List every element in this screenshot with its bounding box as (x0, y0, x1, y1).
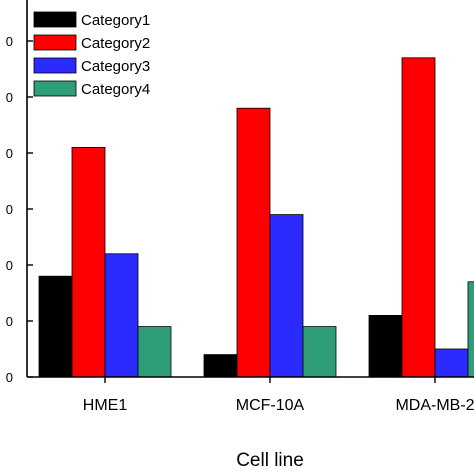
y-tick-label: 0 (6, 146, 13, 161)
bar-category2-mda-mb-2 (401, 57, 436, 378)
bar-category3-mcf-10a (269, 214, 304, 378)
legend-label-category4: Category4 (81, 81, 150, 98)
legend-swatch-category1 (33, 11, 77, 28)
bar-category4-mcf-10a (302, 326, 337, 378)
bar-category4-hme1 (137, 326, 172, 378)
bar-category1-mda-mb-2 (368, 314, 403, 378)
y-tick-label: 0 (6, 90, 13, 105)
legend-label-category2: Category2 (81, 35, 150, 52)
legend-swatch-category4 (33, 80, 77, 97)
bar-category2-mcf-10a (236, 107, 271, 378)
legend-label-category1: Category1 (81, 12, 150, 29)
legend-label-category3: Category3 (81, 58, 150, 75)
x-axis-title: Cell line (236, 450, 304, 471)
y-ticks-group: 0 0 0 0 0 0 0 (6, 34, 33, 385)
legend: Category1 Category2 Category3 Category4 (33, 11, 150, 98)
bar-category1-mcf-10a (203, 354, 238, 378)
bar-category3-hme1 (104, 253, 139, 378)
x-tick-label: MDA-MB-2 (395, 397, 474, 414)
bar-category3-mda-mb-2 (434, 348, 469, 378)
y-tick-label: 0 (6, 258, 13, 273)
bar-category1-hme1 (38, 275, 73, 378)
bar-category4-mda-mb-2 (467, 281, 474, 378)
x-tick-label: MCF-10A (236, 397, 305, 414)
y-tick-label: 0 (6, 314, 13, 329)
y-tick-label: 0 (6, 202, 13, 217)
x-ticks-group: HME1 MCF-10A MDA-MB-2 (83, 377, 474, 414)
bar-category2-hme1 (71, 146, 106, 378)
bars-group (38, 57, 474, 378)
legend-swatch-category3 (33, 57, 77, 74)
y-tick-label: 0 (6, 370, 13, 385)
x-tick-label: HME1 (83, 397, 128, 414)
legend-swatch-category2 (33, 34, 77, 51)
axes-group (26, 0, 474, 378)
y-tick-label: 0 (6, 34, 13, 49)
